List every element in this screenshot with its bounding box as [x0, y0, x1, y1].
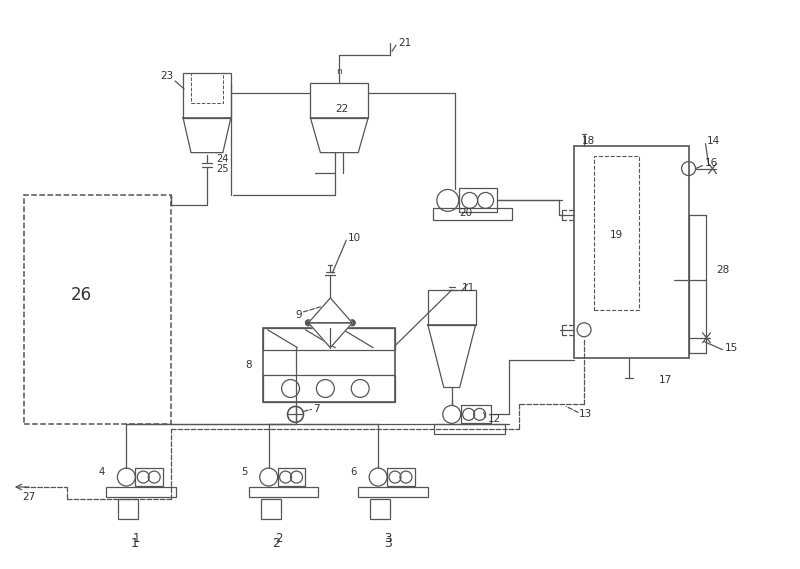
Circle shape	[306, 320, 311, 326]
Text: 2: 2	[275, 532, 282, 545]
Bar	[106, 487, 176, 497]
Text: 3: 3	[384, 532, 392, 545]
Bar	[594, 156, 639, 310]
Bar	[24, 195, 171, 424]
Bar	[261, 499, 281, 519]
Text: 1: 1	[130, 537, 138, 550]
Text: 16: 16	[705, 158, 718, 168]
Text: 12: 12	[487, 414, 501, 424]
Bar	[262, 374, 395, 402]
Text: 25: 25	[216, 163, 229, 174]
Bar	[135, 468, 163, 486]
Text: 11: 11	[462, 283, 475, 293]
Bar	[458, 188, 497, 212]
Text: 8: 8	[246, 360, 252, 370]
Text: 17: 17	[658, 374, 672, 385]
Text: 4: 4	[98, 467, 105, 477]
Text: 23: 23	[160, 71, 173, 81]
Text: 15: 15	[725, 343, 738, 353]
Text: 1: 1	[133, 532, 140, 545]
Bar	[262, 328, 395, 350]
Bar	[118, 499, 138, 519]
Bar	[461, 405, 490, 423]
Text: 20: 20	[460, 208, 473, 218]
Bar	[183, 73, 231, 118]
Bar	[278, 468, 306, 486]
Bar	[358, 487, 428, 497]
Text: 10: 10	[348, 233, 362, 243]
Polygon shape	[309, 298, 352, 323]
Bar	[249, 487, 318, 497]
Bar	[433, 208, 513, 220]
Text: 7: 7	[314, 405, 320, 414]
Bar	[428, 290, 476, 325]
Bar	[310, 83, 368, 118]
Text: 14: 14	[706, 135, 720, 146]
Bar	[574, 146, 689, 358]
Text: 3: 3	[384, 537, 392, 550]
Text: 18: 18	[582, 135, 595, 146]
Bar	[387, 468, 415, 486]
Text: 28: 28	[717, 265, 730, 275]
Text: n: n	[337, 67, 342, 76]
Circle shape	[350, 320, 355, 326]
Text: 21: 21	[398, 38, 411, 48]
Text: 2: 2	[272, 537, 279, 550]
Text: 13: 13	[579, 409, 592, 419]
Text: 22: 22	[335, 104, 349, 114]
Bar	[191, 73, 223, 103]
Text: 5: 5	[241, 467, 247, 477]
Text: 26: 26	[71, 286, 92, 304]
Polygon shape	[309, 323, 352, 348]
Text: 24: 24	[216, 154, 228, 164]
Text: 6: 6	[350, 467, 357, 477]
Bar	[262, 328, 395, 402]
Text: 9: 9	[295, 310, 302, 320]
Text: 27: 27	[22, 492, 35, 502]
Bar	[434, 424, 506, 434]
Text: 19: 19	[610, 230, 622, 240]
Bar	[370, 499, 390, 519]
